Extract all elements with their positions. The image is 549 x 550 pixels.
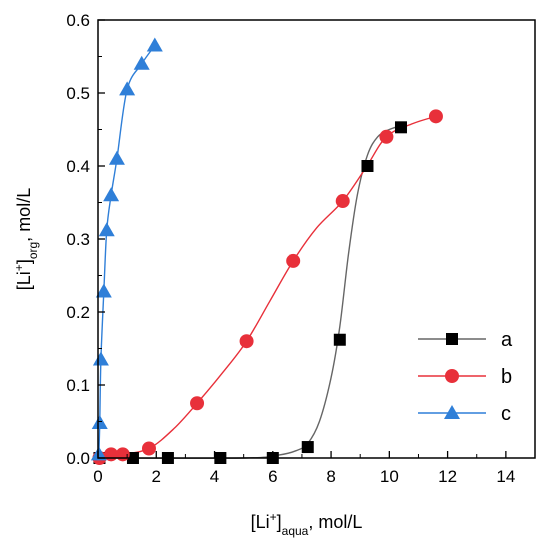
fit-curves xyxy=(97,45,437,459)
y-axis-title-sup: + xyxy=(12,264,26,271)
data-markers xyxy=(90,37,443,465)
y-tick-label: 0.1 xyxy=(66,376,90,395)
y-tick-label: 0.5 xyxy=(66,84,90,103)
y-tick-label: 0.3 xyxy=(66,230,90,249)
series-b-point xyxy=(379,129,394,144)
legend: abc xyxy=(418,329,513,425)
x-axis-title-sub: aqua xyxy=(282,524,309,538)
x-tick-label: 8 xyxy=(326,467,335,486)
legend-b-marker xyxy=(445,369,459,383)
x-axis-title: [Li+]aqua, mol/L xyxy=(251,510,363,538)
x-axis-title-sup: + xyxy=(270,510,277,524)
x-axis-ticks: 0 2 4 6 8 10 12 14 xyxy=(93,451,515,486)
legend-c-label: c xyxy=(501,403,511,425)
legend-a-label: a xyxy=(501,329,513,351)
y-axis-title-base: [Li xyxy=(14,271,34,290)
series-c-point xyxy=(95,283,112,298)
y-axis-title: [Li+]org, mol/L xyxy=(12,188,40,290)
series-b-point xyxy=(428,109,443,124)
series-b-point xyxy=(239,334,254,349)
series-b-point xyxy=(190,396,205,411)
series-a-curve xyxy=(97,125,402,459)
series-b-point xyxy=(141,441,156,456)
y-axis-ticks: 0.0 0.1 0.2 0.3 0.4 0.5 0.6 xyxy=(66,11,105,468)
x-tick-label: 6 xyxy=(268,467,277,486)
y-tick-label: 0.4 xyxy=(66,157,90,176)
series-a-point xyxy=(333,333,346,346)
series-b-point xyxy=(115,447,130,462)
series-c-point xyxy=(133,55,150,70)
plot-frame xyxy=(97,19,536,459)
series-c-point xyxy=(90,446,107,461)
series-c-point xyxy=(103,187,120,202)
series-b-curve xyxy=(99,115,437,459)
y-tick-label: 0.0 xyxy=(66,449,90,468)
x-axis-title-base: [Li xyxy=(251,512,270,532)
x-tick-label: 4 xyxy=(210,467,219,486)
series-c-point xyxy=(108,150,125,165)
x-tick-label: 10 xyxy=(380,467,399,486)
x-tick-label: 14 xyxy=(496,467,515,486)
y-tick-label: 0.6 xyxy=(66,11,90,30)
series-c-point xyxy=(98,222,115,237)
series-b-point xyxy=(286,253,301,268)
series-a-point xyxy=(301,441,314,454)
x-tick-label: 0 xyxy=(93,467,102,486)
legend-b-label: b xyxy=(501,366,512,388)
series-a-point xyxy=(394,121,407,134)
legend-c-marker xyxy=(444,405,460,419)
series-c-point xyxy=(119,81,136,96)
y-axis-title-sub: org xyxy=(26,242,40,259)
x-tick-label: 2 xyxy=(152,467,161,486)
series-c-curve xyxy=(98,45,156,455)
series-b-point xyxy=(335,194,350,209)
x-axis-title-unit: , mol/L xyxy=(308,512,362,532)
series-c-point xyxy=(92,351,109,366)
y-axis-title-unit: , mol/L xyxy=(14,188,34,242)
series-c-point xyxy=(146,37,163,52)
x-axis-title-close: ] xyxy=(277,512,282,532)
y-axis-title-close: ] xyxy=(14,259,34,264)
legend-a-marker xyxy=(446,333,458,345)
x-tick-label: 12 xyxy=(438,467,457,486)
series-a-point xyxy=(361,160,374,172)
y-tick-label: 0.2 xyxy=(66,303,90,322)
